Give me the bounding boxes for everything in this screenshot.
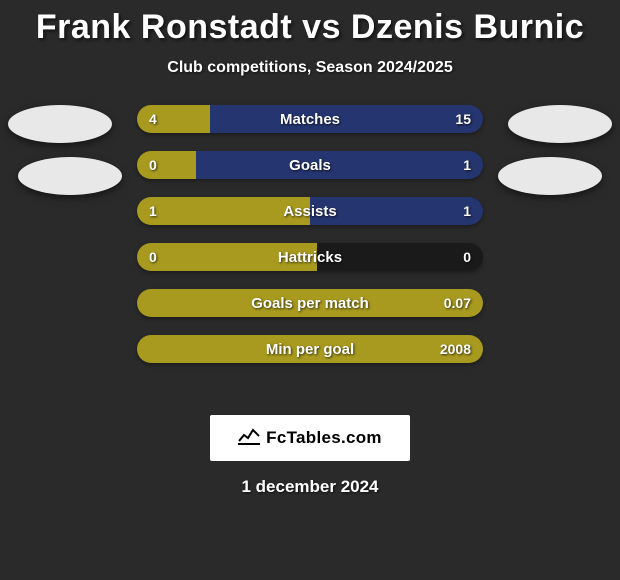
stat-row: 01Goals: [137, 151, 483, 179]
stat-bar-right: [196, 151, 483, 179]
stat-value-left: 4: [149, 105, 157, 133]
stat-bar-left: [137, 335, 483, 363]
stat-row: 2008Min per goal: [137, 335, 483, 363]
chart-area: 415Matches01Goals11Assists00Hattricks0.0…: [0, 105, 620, 405]
stat-value-right: 15: [455, 105, 471, 133]
subtitle: Club competitions, Season 2024/2025: [0, 59, 620, 77]
player-left-avatar-1: [8, 105, 112, 143]
stat-value-right: 0: [463, 243, 471, 271]
player-right-avatar-1: [508, 105, 612, 143]
stat-value-right: 1: [463, 197, 471, 225]
stat-bar-left: [137, 151, 196, 179]
stat-value-right: 1: [463, 151, 471, 179]
stat-bar-left: [137, 289, 483, 317]
stat-row: 0.07Goals per match: [137, 289, 483, 317]
stat-value-right: 0.07: [444, 289, 471, 317]
infographic-container: Frank Ronstadt vs Dzenis Burnic Club com…: [0, 0, 620, 580]
stat-bar-left: [137, 105, 210, 133]
stat-bar-right: [310, 197, 483, 225]
stat-value-left: 0: [149, 151, 157, 179]
stat-value-left: 0: [149, 243, 157, 271]
stat-value-right: 2008: [440, 335, 471, 363]
stat-bar-right: [210, 105, 483, 133]
stat-bar-left: [137, 197, 310, 225]
branding-logo-icon: [238, 427, 260, 450]
stat-value-left: 1: [149, 197, 157, 225]
stat-bar-left: [137, 243, 317, 271]
date-label: 1 december 2024: [0, 477, 620, 497]
stat-row: 415Matches: [137, 105, 483, 133]
stat-rows: 415Matches01Goals11Assists00Hattricks0.0…: [137, 105, 483, 381]
stat-row: 11Assists: [137, 197, 483, 225]
stat-row: 00Hattricks: [137, 243, 483, 271]
branding-text: FcTables.com: [266, 428, 382, 448]
branding-badge: FcTables.com: [210, 415, 410, 461]
player-right-avatar-2: [498, 157, 602, 195]
page-title: Frank Ronstadt vs Dzenis Burnic: [0, 0, 620, 47]
player-left-avatar-2: [18, 157, 122, 195]
